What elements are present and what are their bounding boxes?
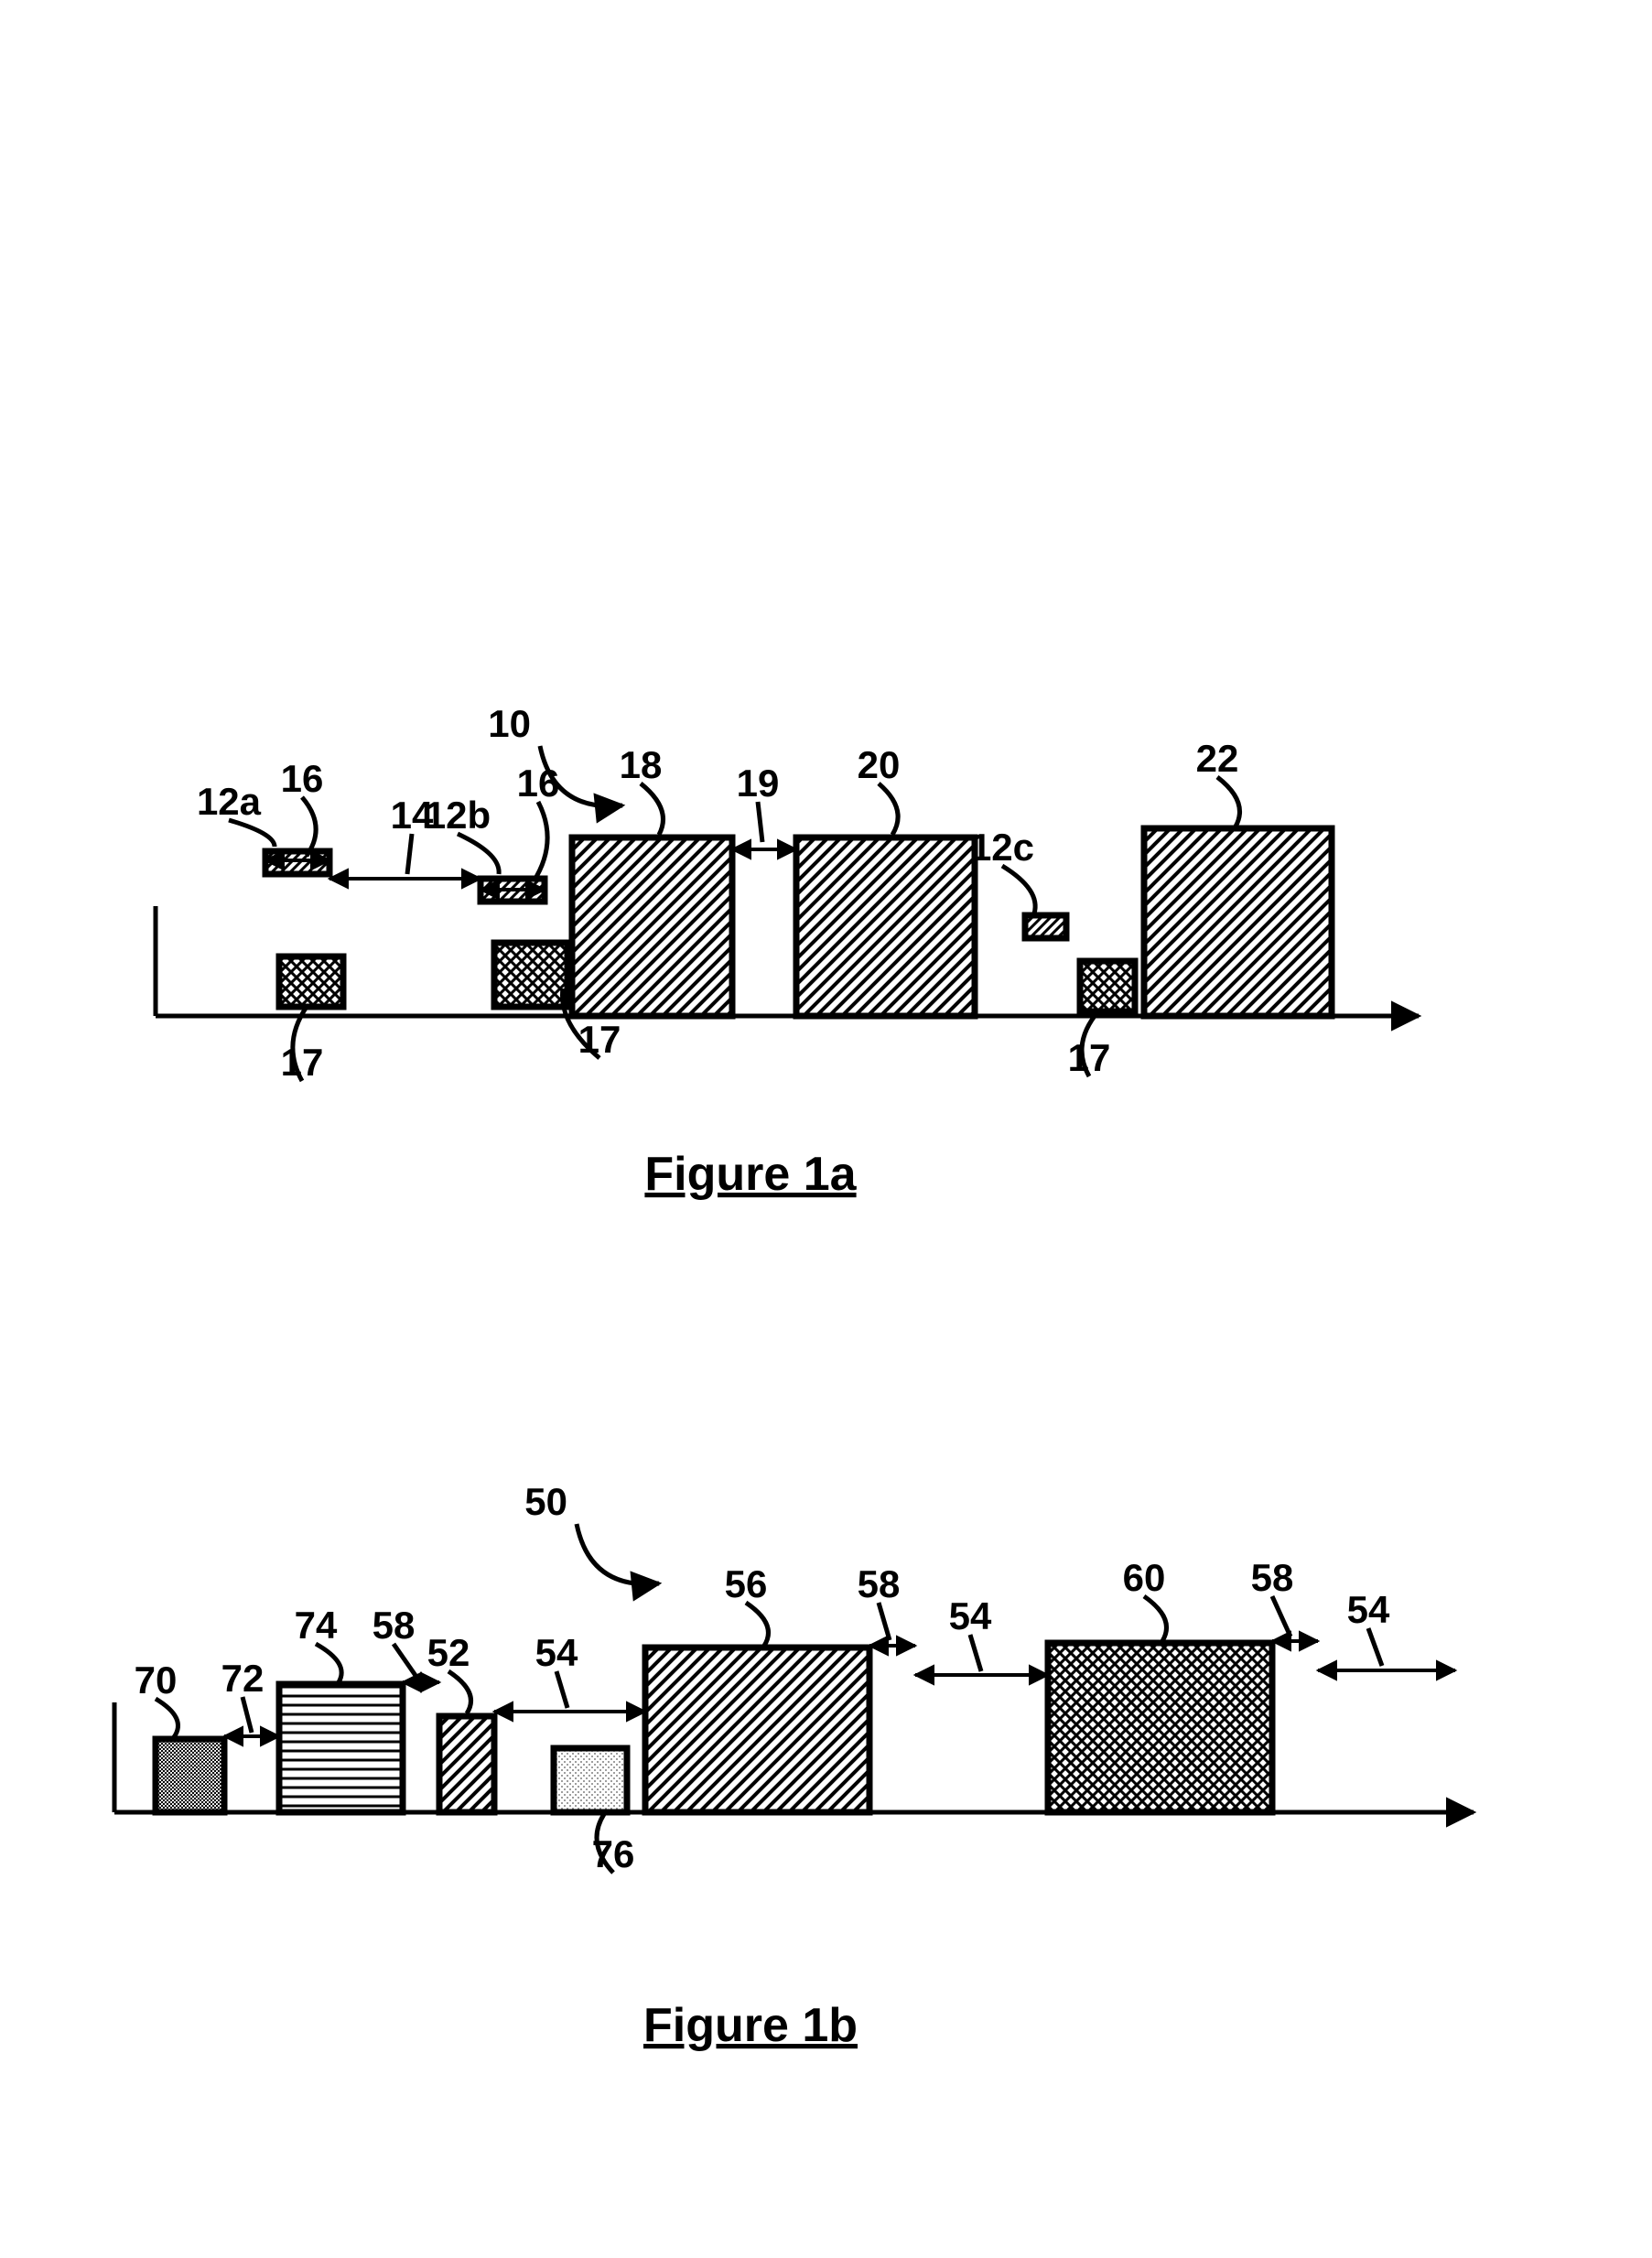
- leader-12a: [229, 820, 275, 847]
- block-22: [1144, 828, 1332, 1016]
- label-18: 18: [620, 743, 663, 786]
- block-70: [156, 1739, 224, 1812]
- label-12b: 12b: [425, 794, 491, 837]
- leader-58: [394, 1644, 416, 1677]
- block-17_1: [279, 956, 343, 1007]
- leader-12b: [458, 834, 499, 874]
- leader-72: [243, 1697, 252, 1733]
- label-54: 54: [535, 1631, 578, 1674]
- label-72: 72: [221, 1657, 265, 1700]
- diagram-svg: 12a161412b16171718192012c172210Figure 1a…: [0, 0, 1652, 2258]
- block-17_3: [1080, 961, 1135, 1011]
- block-12a: [265, 851, 329, 874]
- label-56: 56: [725, 1562, 768, 1605]
- leader-18: [641, 783, 664, 835]
- label-16: 16: [281, 757, 324, 800]
- block-20: [796, 837, 975, 1016]
- leader-54: [556, 1671, 567, 1708]
- label-70: 70: [135, 1658, 178, 1702]
- leader-58: [879, 1603, 890, 1640]
- leader-54: [970, 1635, 981, 1671]
- block-74: [279, 1684, 403, 1812]
- leader-19: [758, 802, 762, 842]
- leader-14: [407, 834, 412, 874]
- leader-54: [1368, 1628, 1382, 1666]
- label-54: 54: [1347, 1588, 1390, 1631]
- ref-label-10: 10: [488, 702, 531, 745]
- label-74: 74: [295, 1604, 338, 1647]
- block-18: [572, 837, 732, 1016]
- leader-56: [746, 1603, 769, 1646]
- leader-16: [302, 797, 316, 856]
- leader-74: [316, 1644, 341, 1682]
- label-12c: 12c: [970, 826, 1034, 869]
- leader-22: [1217, 777, 1240, 826]
- leader-58: [1272, 1596, 1290, 1637]
- label-52: 52: [427, 1631, 470, 1674]
- leader-52: [448, 1671, 471, 1713]
- leader-16: [534, 802, 547, 881]
- block-52: [439, 1716, 494, 1812]
- ref-arrow-50: [577, 1524, 659, 1584]
- leader-20: [879, 783, 898, 835]
- caption: Figure 1b: [643, 1999, 858, 2052]
- block-60: [1048, 1643, 1272, 1812]
- label-58: 58: [1251, 1556, 1294, 1599]
- label-58: 58: [858, 1562, 901, 1605]
- block-76: [554, 1748, 627, 1812]
- label-60: 60: [1123, 1556, 1166, 1599]
- label-12a: 12a: [197, 780, 262, 823]
- label-20: 20: [858, 743, 901, 786]
- block-56: [645, 1648, 869, 1812]
- caption: Figure 1a: [644, 1148, 857, 1201]
- label-17: 17: [578, 1018, 621, 1061]
- block-12c: [1025, 915, 1066, 938]
- leader-12c: [1002, 866, 1035, 913]
- label-19: 19: [737, 762, 780, 805]
- leader-60: [1144, 1596, 1167, 1641]
- ref-label-50: 50: [524, 1480, 567, 1523]
- label-22: 22: [1196, 737, 1239, 780]
- leader-70: [156, 1699, 178, 1737]
- page: 12a161412b16171718192012c172210Figure 1a…: [0, 0, 1652, 2258]
- block-17_2: [494, 943, 567, 1007]
- label-54: 54: [949, 1594, 992, 1637]
- label-58: 58: [373, 1604, 416, 1647]
